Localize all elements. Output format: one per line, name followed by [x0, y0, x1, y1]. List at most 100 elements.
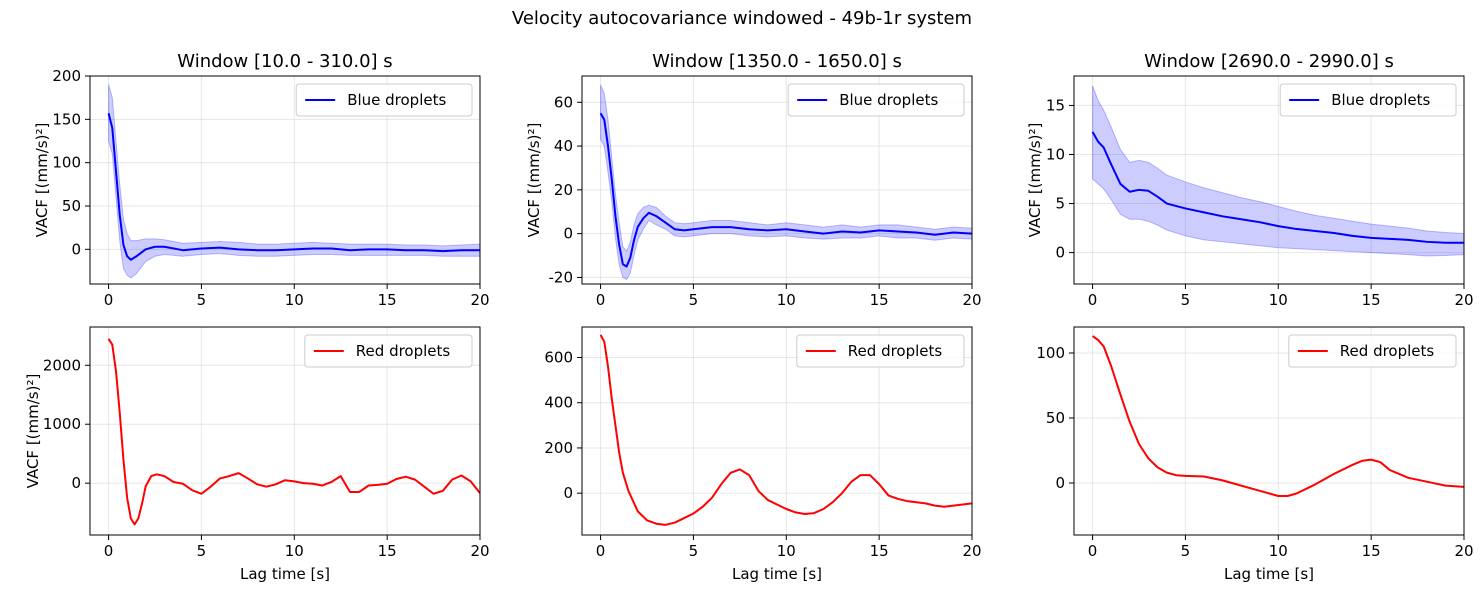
x-tick-label: 10	[285, 291, 304, 309]
x-tick-label: 15	[870, 291, 889, 309]
subplot-title: Window [2690.0 - 2990.0] s	[1144, 51, 1394, 72]
y-tick-label: 50	[62, 197, 81, 215]
axes-frame	[89, 75, 481, 285]
y-axis-label: VACF [(mm/s)²]	[525, 123, 543, 238]
y-axis-label: VACF [(mm/s)²]	[33, 123, 51, 238]
y-tick-label: 0	[71, 240, 81, 258]
x-tick-label: 10	[777, 542, 796, 560]
y-tick-label: 1000	[43, 415, 81, 433]
x-tick-label: 5	[689, 542, 699, 560]
plot-area	[599, 84, 972, 281]
legend-label: Red droplets	[848, 342, 943, 360]
series-line	[599, 112, 972, 268]
subplot-6: 0 5 10 15 20 0 50 100 Lag time [s] Red droplets	[1036, 326, 1474, 583]
y-tick-label: 0	[563, 484, 573, 502]
y-tick-label: 0	[563, 225, 573, 243]
y-tick-label: 0	[1055, 474, 1065, 492]
series-line	[1091, 131, 1464, 244]
series-line	[599, 334, 972, 526]
y-tick-label: 150	[52, 110, 81, 128]
x-tick-label: 5	[1181, 291, 1191, 309]
confidence-band	[108, 84, 480, 279]
y-tick-label: 5	[1055, 195, 1065, 213]
subplot-title: Window [1350.0 - 1650.0] s	[652, 51, 902, 72]
y-tick-label: 0	[71, 474, 81, 492]
plot-area	[1091, 335, 1464, 497]
legend: Blue droplets	[787, 83, 965, 117]
plot-area	[599, 334, 972, 526]
x-tick-label: 15	[378, 291, 397, 309]
y-tick-label: 100	[1036, 344, 1065, 362]
legend-label: Blue droplets	[1331, 91, 1430, 109]
confidence-band	[1092, 85, 1464, 257]
y-tick-label: 0	[1055, 244, 1065, 262]
y-tick-label: 15	[1046, 96, 1065, 114]
x-tick-label: 20	[1454, 542, 1473, 560]
y-tick-label: 400	[544, 394, 573, 412]
x-tick-label: 0	[596, 291, 606, 309]
x-tick-label: 5	[689, 291, 699, 309]
legend-box	[796, 334, 965, 368]
axes-frame	[1073, 75, 1465, 285]
x-tick-label: 10	[1269, 291, 1288, 309]
y-tick-label: -20	[549, 268, 574, 286]
subplot-title: Window [10.0 - 310.0] s	[177, 51, 392, 72]
x-tick-label: 15	[378, 542, 397, 560]
x-tick-label: 0	[1088, 542, 1098, 560]
x-tick-label: 0	[1088, 291, 1098, 309]
legend-label: Red droplets	[356, 342, 451, 360]
series-line	[1091, 335, 1464, 497]
legend-label: Blue droplets	[839, 91, 938, 109]
x-tick-label: 0	[104, 542, 114, 560]
plot-area	[1091, 85, 1464, 257]
series-line	[107, 113, 480, 261]
x-tick-label: 15	[1362, 542, 1381, 560]
x-tick-label: 20	[1454, 291, 1473, 309]
legend-box	[787, 83, 965, 117]
y-tick-label: 200	[544, 439, 573, 457]
legend: Red droplets	[796, 334, 965, 368]
x-tick-label: 15	[1362, 291, 1381, 309]
axes-frame	[89, 326, 481, 536]
y-axis-label: VACF [(mm/s)²]	[24, 374, 42, 489]
y-tick-label: 50	[1046, 409, 1065, 427]
legend: Blue droplets	[1279, 83, 1457, 117]
y-axis-label: VACF [(mm/s)²]	[1026, 123, 1044, 238]
x-tick-label: 10	[777, 291, 796, 309]
x-tick-label: 5	[197, 291, 207, 309]
plot-area	[107, 84, 480, 279]
x-tick-label: 10	[1269, 542, 1288, 560]
x-tick-label: 20	[962, 542, 981, 560]
subplot-2: 0 5 10 15 20 -20 0 20 40 60 Window [1350.0 - 1650.…	[525, 51, 982, 309]
y-tick-label: 10	[1046, 145, 1065, 163]
x-tick-label: 0	[596, 542, 606, 560]
legend: Red droplets	[1288, 334, 1457, 368]
x-tick-label: 10	[285, 542, 304, 560]
legend: Red droplets	[304, 334, 473, 368]
subplot-3: 0 5 10 15 20 0 5 10 15 Window [2690.0 - 2990.0] s…	[1026, 51, 1474, 309]
x-tick-label: 20	[962, 291, 981, 309]
legend-box	[1288, 334, 1457, 368]
axes-frame	[1073, 326, 1465, 536]
legend-label: Blue droplets	[347, 91, 446, 109]
x-tick-label: 5	[197, 542, 207, 560]
x-axis-label: Lag time [s]	[1224, 565, 1314, 583]
x-tick-label: 0	[104, 291, 114, 309]
y-tick-label: 600	[544, 349, 573, 367]
x-tick-label: 20	[470, 291, 489, 309]
y-tick-label: 20	[554, 181, 573, 199]
axes-frame	[581, 75, 973, 285]
series-line	[107, 338, 480, 526]
plot-area	[107, 338, 480, 526]
x-axis-label: Lag time [s]	[732, 565, 822, 583]
legend-box	[304, 334, 473, 368]
y-tick-label: 100	[52, 154, 81, 172]
x-tick-label: 5	[1181, 542, 1191, 560]
legend: Blue droplets	[295, 83, 473, 117]
legend-box	[295, 83, 473, 117]
x-tick-label: 20	[470, 542, 489, 560]
